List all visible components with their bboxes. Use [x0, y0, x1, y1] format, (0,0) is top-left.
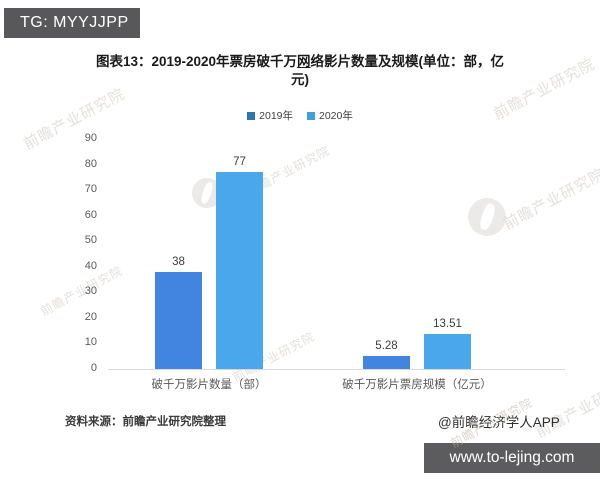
- site-url-badge: www.to-lejing.com: [424, 443, 600, 473]
- y-tick-label: 70: [84, 183, 97, 196]
- tg-watermark-badge: TG: MYYJJPP: [4, 8, 140, 38]
- legend-item-2019年: 2019年: [247, 108, 293, 123]
- credit-watermark: @前瞻经济学人APP: [438, 415, 560, 430]
- bar-2020年-0: [216, 172, 263, 369]
- legend-label: 2020年: [319, 110, 353, 122]
- source-note: 资料来源：前瞻产业研究院整理: [65, 416, 226, 428]
- category-label: 破千万影片数量（部）: [151, 379, 267, 391]
- bar-2019年-0: [155, 272, 202, 369]
- site-url-text: www.to-lejing.com: [449, 449, 575, 466]
- y-tick-label: 0: [90, 362, 97, 374]
- bar-value-label: 38: [172, 256, 185, 268]
- legend-swatch-icon: [307, 111, 315, 120]
- y-tick-label: 60: [84, 208, 97, 221]
- y-tick-label: 30: [84, 285, 97, 298]
- title-text: 图表13：2019-2020年票房破千万: [95, 54, 298, 69]
- bar-value-label: 77: [233, 156, 246, 168]
- chart-title-line1: 图表13：2019-2020年票房破千万网络影片数量及规模(单位：部，亿: [20, 53, 580, 71]
- y-tick-label: 40: [84, 259, 97, 272]
- y-tick-label: 90: [84, 132, 97, 144]
- legend-label: 2019年: [259, 110, 293, 122]
- chart-title: 图表13：2019-2020年票房破千万网络影片数量及规模(单位：部，亿 元): [20, 53, 580, 89]
- bar-value-label: 5.28: [375, 340, 398, 352]
- bar-2019年-1: [363, 356, 410, 369]
- category-label: 破千万影片票房规模（亿元）: [342, 379, 492, 391]
- y-tick-label: 20: [84, 310, 97, 323]
- bar-value-label: 13.51: [433, 318, 462, 330]
- y-tick-label: 10: [84, 336, 97, 349]
- x-axis-line: [108, 369, 565, 370]
- watermark-logo-icon: [468, 198, 506, 236]
- chart-title-line2: 元): [20, 71, 580, 89]
- chart-legend: 2019年 2020年: [0, 108, 600, 123]
- legend-swatch-icon: [247, 111, 256, 120]
- y-tick-label: 50: [84, 234, 97, 247]
- legend-item-2020年: 2020年: [307, 108, 353, 123]
- bar-2020年-1: [424, 334, 471, 369]
- diagonal-watermark-text: 前瞻产业研究院: [501, 165, 600, 234]
- title-text: 络影片数量及规模(单位：部，亿: [310, 54, 505, 69]
- y-tick-label: 80: [84, 157, 97, 170]
- title-text-underlined: 网: [297, 54, 311, 69]
- title-text: 元): [291, 72, 309, 87]
